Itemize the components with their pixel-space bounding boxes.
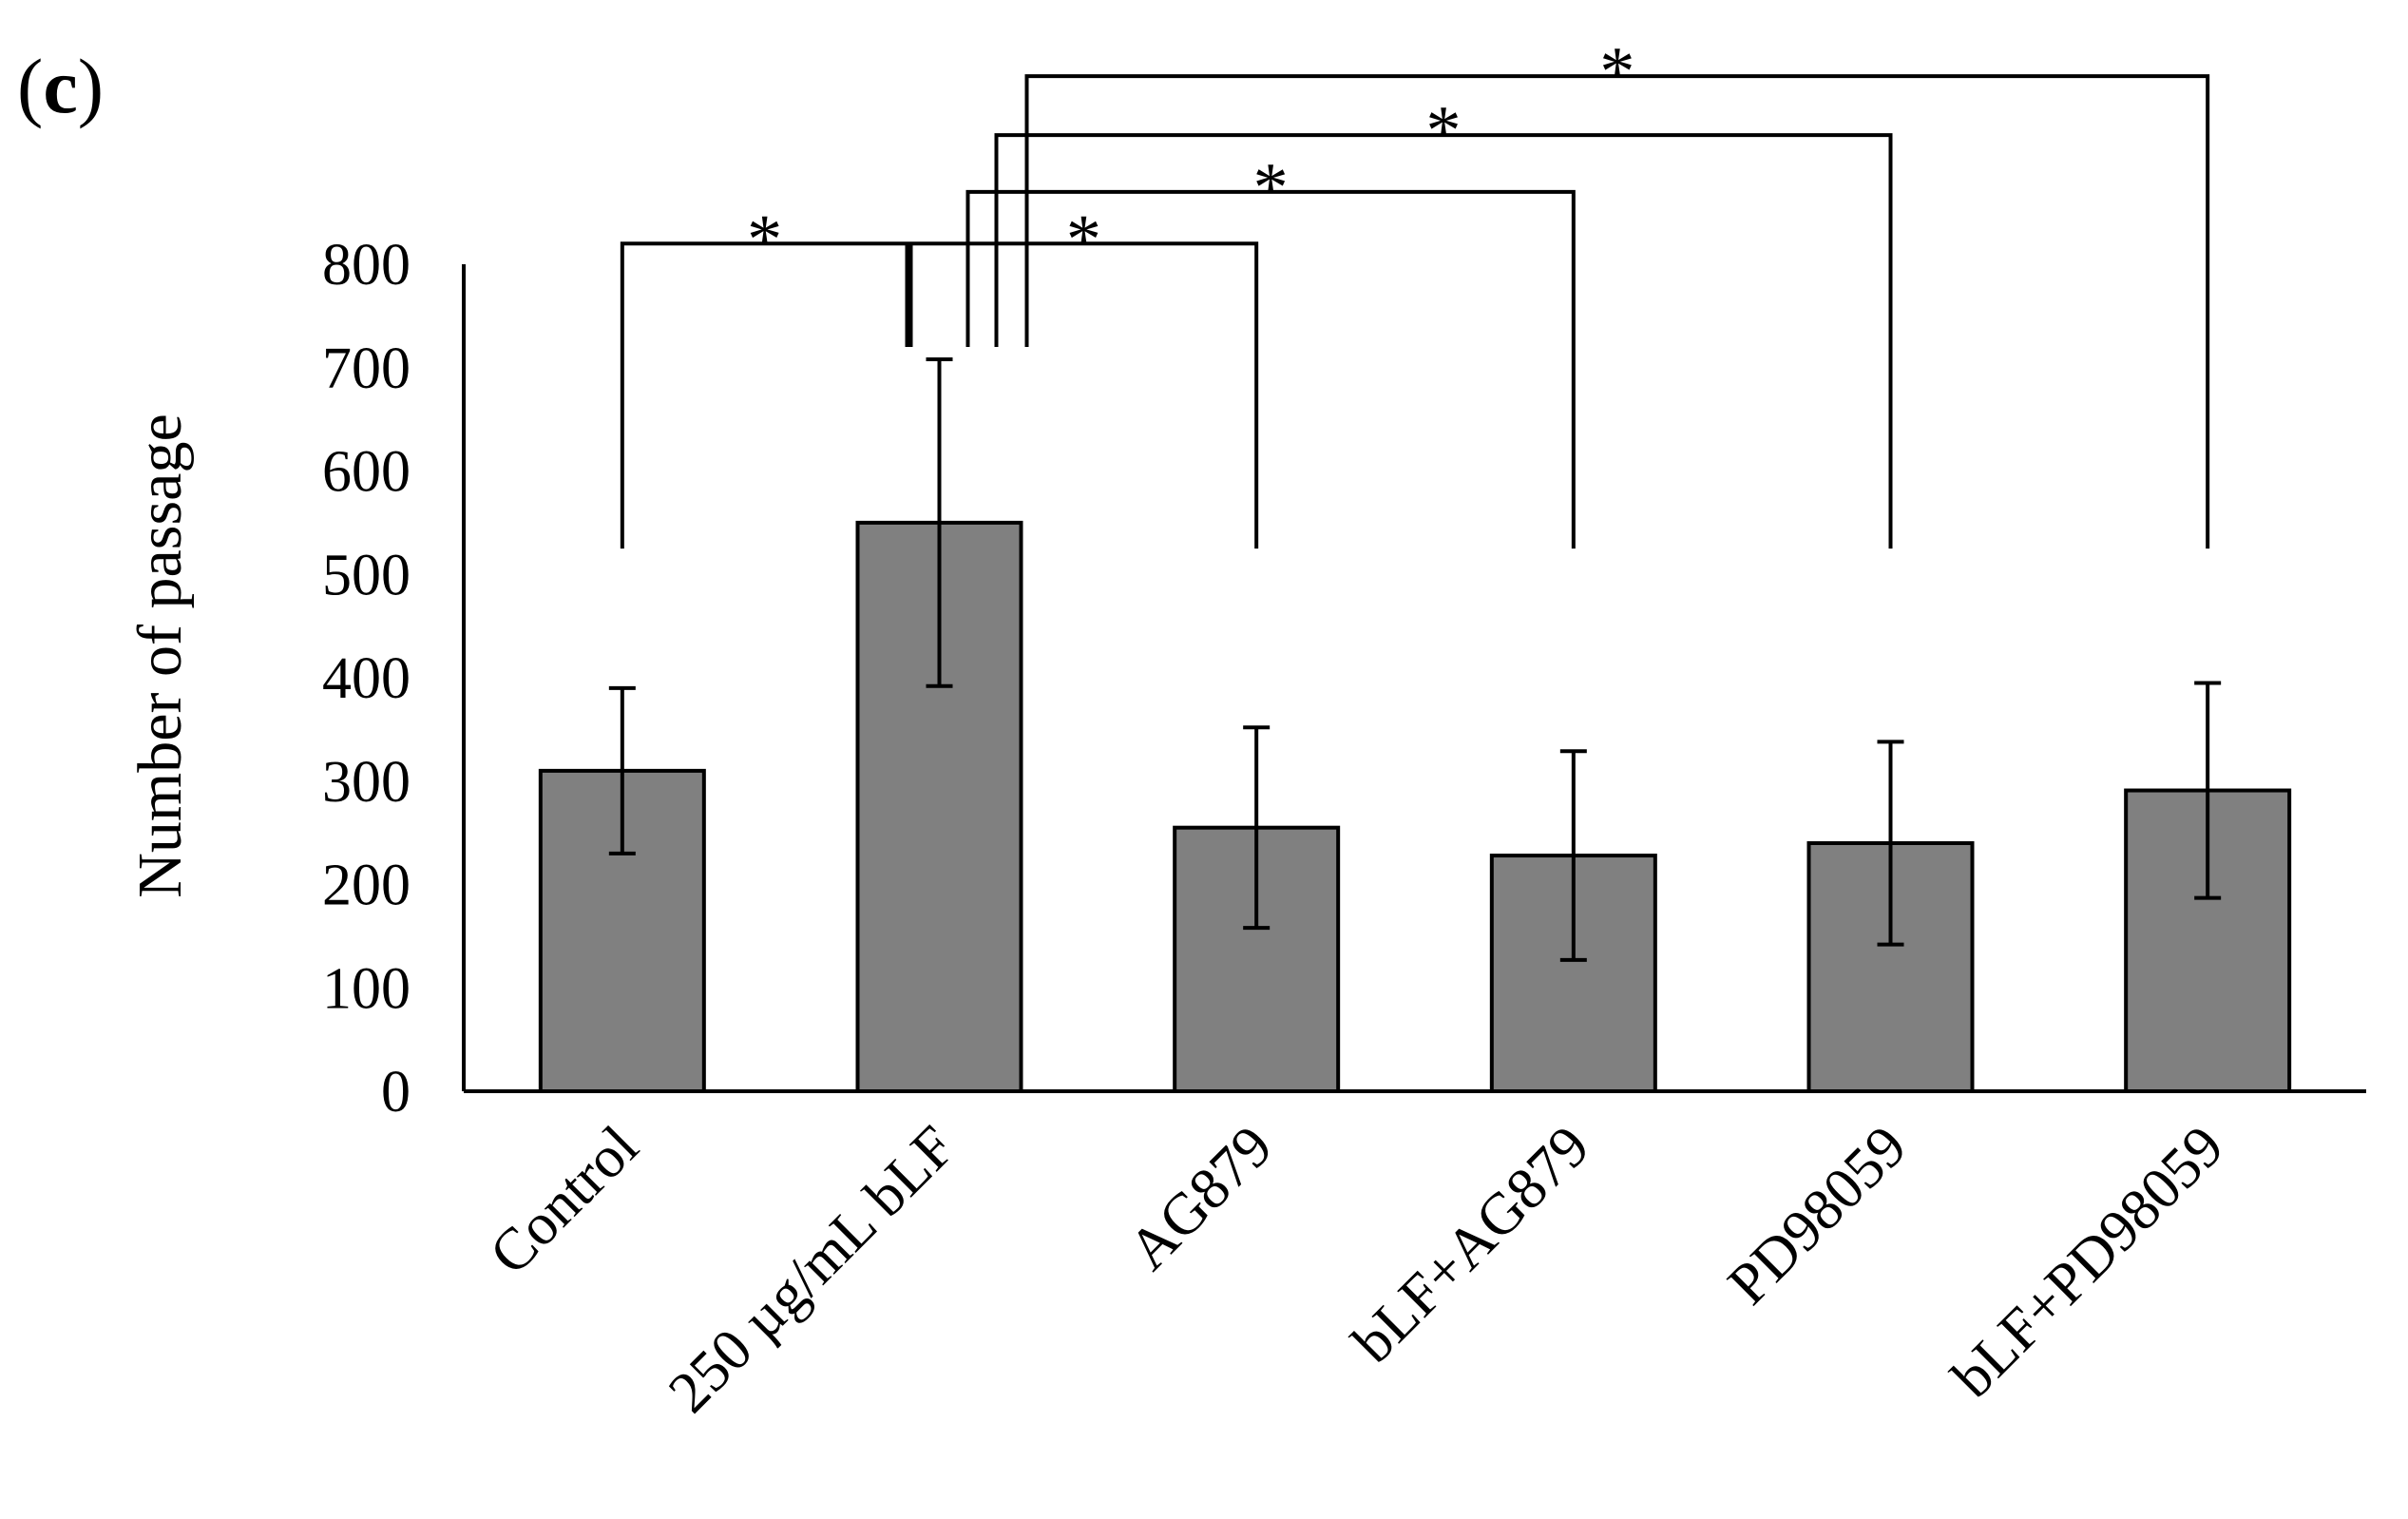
significance-star: * [1426, 92, 1462, 170]
significance-bracket: * [1024, 33, 2210, 549]
x-category-label: PD98059 [1716, 1114, 1920, 1317]
y-tick-label: 600 [322, 440, 411, 505]
y-tick-label: 0 [381, 1060, 411, 1125]
error-bar [1243, 725, 1271, 931]
significance-brackets: * * * * * [620, 33, 2210, 549]
x-category-label: 250 µg/mL bLF [657, 1114, 967, 1425]
significance-star: * [747, 201, 782, 279]
bars [538, 520, 2292, 1093]
significance-bracket: * [908, 201, 1259, 549]
y-tick-label: 200 [322, 854, 411, 918]
x-category-label: bLF+AG879 [1341, 1114, 1602, 1375]
y-tick-label: 500 [322, 543, 411, 607]
y-tick-label: 700 [322, 336, 411, 401]
significance-bracket: * [620, 201, 909, 549]
error-bar [1559, 749, 1587, 962]
significance-star: * [1066, 201, 1101, 279]
x-category-label: bLF+PD98059 [1940, 1114, 2237, 1411]
y-axis-title: Number of passage [125, 413, 195, 898]
error-bars [608, 357, 2222, 962]
bracket-line [908, 241, 1259, 549]
y-tick-label: 400 [322, 646, 411, 711]
error-bar [1877, 740, 1904, 947]
error-bar [608, 685, 636, 856]
bar [1489, 854, 1657, 1093]
x-category-label: AG879 [1117, 1114, 1285, 1282]
bracket-line [965, 189, 1576, 549]
significance-bracket: * [994, 92, 1893, 549]
bracket-line [1024, 74, 2210, 549]
x-axis-category-labels: Control 250 µg/mL bLF AG879 bLF+AG879 PD9805… [478, 1114, 2236, 1425]
y-tick-label: 300 [322, 750, 411, 815]
bracket-line [620, 241, 909, 549]
significance-star: * [1253, 149, 1289, 227]
significance-star: * [1599, 33, 1634, 111]
error-bar [926, 357, 953, 688]
y-axis-ticks: 0 100 200 300 400 500 600 700 800 [322, 233, 411, 1125]
y-tick-label: 800 [322, 233, 411, 298]
bracket-line [994, 133, 1893, 549]
y-tick-label: 100 [322, 956, 411, 1021]
significance-bracket: * [965, 149, 1576, 549]
error-bar [2194, 681, 2222, 900]
x-category-label: Control [478, 1114, 651, 1287]
panel-label: (c) [17, 43, 104, 129]
